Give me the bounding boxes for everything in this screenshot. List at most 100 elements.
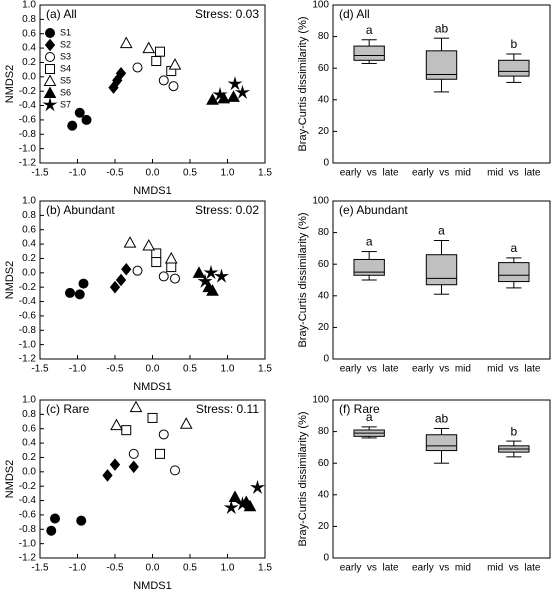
y-tick-label: 0.4 (22, 438, 36, 449)
legend-label: S7 (60, 99, 71, 109)
point (132, 265, 143, 276)
point (129, 400, 143, 413)
significance-letter: a (438, 224, 445, 238)
plot-frame (332, 4, 551, 164)
y-tick-label: 20 (318, 126, 330, 137)
plot-frame (39, 399, 266, 559)
point (170, 465, 180, 476)
x-axis-label: NMDS1 (133, 381, 172, 393)
y-tick-label: -1.0 (19, 143, 37, 154)
stress-label: Stress: 0.11 (196, 402, 259, 416)
x-tick-label: mid vs late (487, 364, 541, 375)
x-tick-label: 0.5 (183, 563, 197, 574)
y-tick-label: 0.0 (22, 267, 36, 278)
legend-label: S3 (60, 51, 71, 61)
x-tick-label: early vs late (340, 563, 399, 574)
point (132, 62, 143, 73)
y-tick-label: 0.2 (22, 253, 36, 264)
x-tick-label: 0.0 (146, 563, 160, 574)
point (74, 289, 85, 300)
x-tick-label: early vs mid (412, 168, 471, 179)
y-tick-label: 80 (318, 426, 330, 437)
point (206, 284, 219, 296)
point (147, 412, 158, 423)
y-tick-label: 0.8 (22, 210, 36, 221)
point (155, 46, 165, 57)
significance-letter: a (510, 241, 517, 255)
legend-marker (43, 74, 57, 86)
legend-label: S2 (60, 39, 71, 49)
y-tick-label: -0.8 (19, 524, 37, 535)
y-tick-label: 20 (318, 322, 330, 333)
y-axis-label: NMDS2 (4, 261, 16, 300)
y-tick-label: 80 (318, 227, 330, 238)
y-tick-label: -0.2 (19, 282, 37, 293)
point (119, 36, 133, 49)
y-tick-label: -0.4 (19, 100, 37, 111)
point (115, 66, 127, 80)
point (158, 75, 169, 86)
point (76, 515, 87, 526)
y-tick-label: 0.2 (22, 57, 36, 68)
y-tick-label: 0.6 (22, 423, 36, 434)
point (67, 120, 78, 131)
y-tick-label: -1.0 (19, 339, 37, 350)
legend-marker (43, 86, 57, 98)
y-tick-label: -0.4 (19, 296, 37, 307)
y-tick-label: -1.2 (19, 553, 37, 564)
x-tick-label: mid vs late (487, 563, 541, 574)
stress-label: Stress: 0.03 (195, 7, 259, 21)
x-tick-label: -1.5 (31, 364, 49, 375)
panel-title: (c) Rare (46, 402, 90, 416)
point (155, 448, 165, 459)
y-tick-label: 0.2 (22, 452, 36, 463)
plot-frame (332, 200, 551, 360)
point (213, 268, 230, 283)
point (78, 278, 89, 289)
legend-label: S4 (60, 63, 71, 73)
point (227, 76, 243, 91)
point (128, 460, 139, 474)
y-tick-label: -0.8 (19, 129, 37, 140)
y-tick-label: 20 (318, 521, 330, 532)
point (158, 271, 169, 282)
y-tick-label: 1.0 (22, 0, 36, 11)
point (151, 257, 162, 268)
y-tick-label: 0.4 (22, 239, 36, 250)
y-tick-label: -0.2 (19, 481, 37, 492)
y-tick-label: 40 (318, 489, 330, 500)
significance-letter: a (366, 410, 373, 424)
y-tick-label: 100 (312, 395, 329, 406)
point (168, 81, 179, 92)
y-tick-label: 0.4 (22, 43, 36, 54)
y-tick-label: 100 (312, 196, 329, 207)
stress-label: Stress: 0.02 (195, 203, 259, 217)
legend-marker (45, 64, 55, 74)
y-tick-label: 1.0 (22, 196, 36, 207)
point (123, 236, 137, 248)
x-tick-label: -1.5 (31, 168, 49, 179)
legend-marker (44, 38, 56, 52)
y-tick-label: 1.0 (22, 395, 36, 406)
y-tick-label: -0.4 (19, 495, 37, 506)
y-tick-label: -0.2 (19, 86, 37, 97)
point (223, 499, 239, 515)
y-axis-label: NMDS2 (4, 65, 16, 104)
point (121, 425, 132, 436)
y-tick-label: -1.2 (19, 158, 37, 169)
point (192, 266, 206, 278)
point (65, 287, 75, 298)
point (46, 525, 57, 536)
point (158, 429, 169, 440)
y-tick-label: 100 (312, 0, 329, 11)
y-tick-label: 0.0 (22, 71, 36, 82)
y-tick-label: -0.6 (19, 510, 37, 521)
box (425, 254, 458, 286)
panel-title: (d) All (339, 7, 370, 21)
point (151, 56, 162, 67)
significance-letter: b (510, 424, 517, 438)
point (142, 41, 156, 54)
point (128, 448, 139, 459)
box (498, 262, 530, 283)
